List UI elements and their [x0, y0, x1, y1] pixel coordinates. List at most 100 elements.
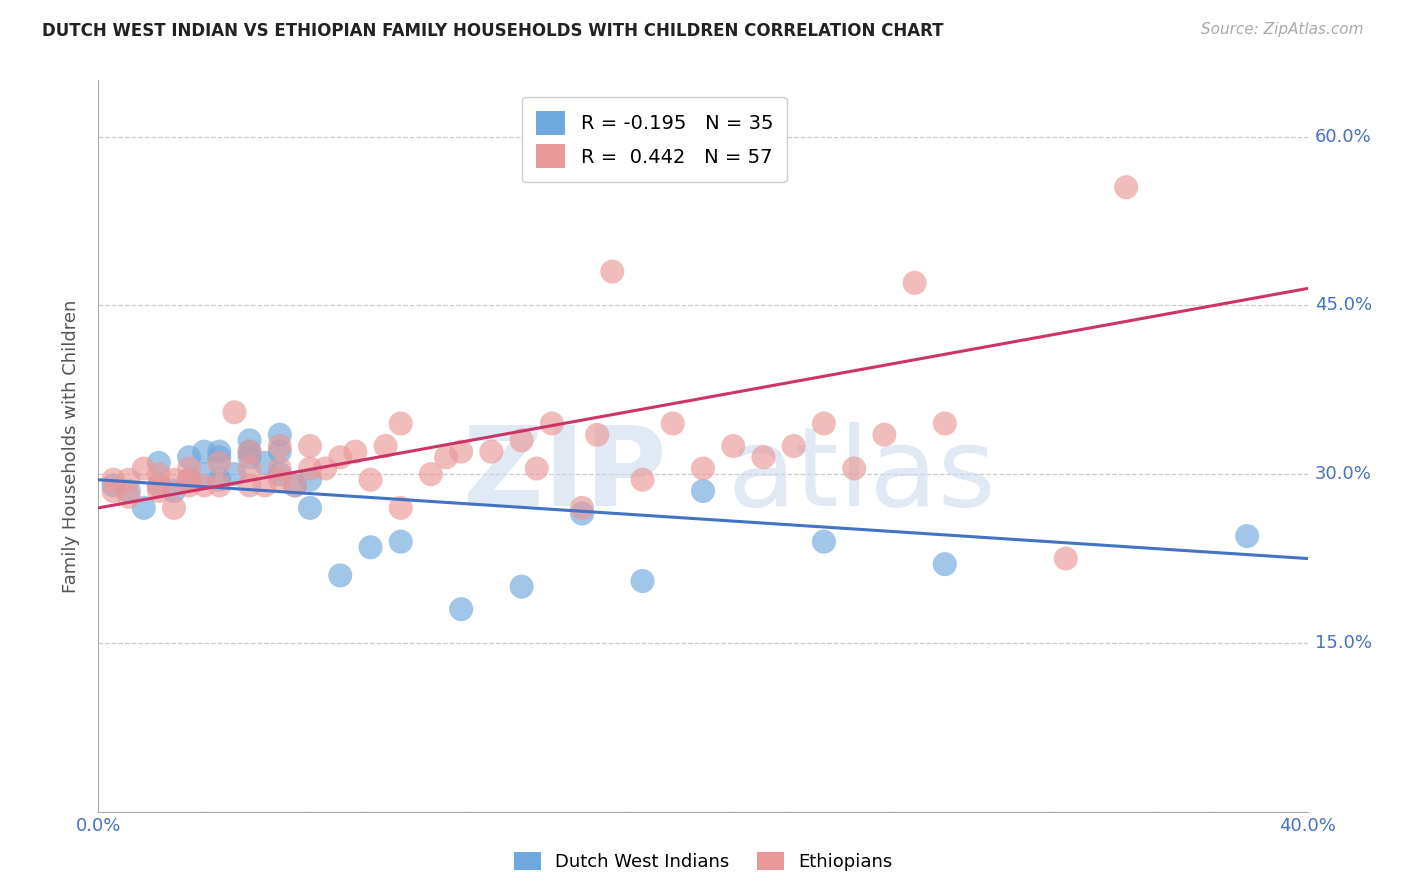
Point: [360, 473, 382, 487]
Point: [1115, 180, 1137, 194]
Point: [103, 478, 125, 492]
Point: [177, 473, 201, 487]
Point: [586, 427, 609, 442]
Point: [208, 456, 231, 470]
Point: [284, 478, 307, 492]
Point: [148, 483, 170, 498]
Point: [208, 444, 231, 458]
Point: [118, 473, 141, 487]
Point: [193, 478, 215, 492]
Point: [873, 427, 896, 442]
Point: [118, 490, 141, 504]
Point: [571, 500, 593, 515]
Point: [269, 427, 291, 442]
Text: 30.0%: 30.0%: [1315, 465, 1371, 483]
Point: [692, 483, 714, 498]
Point: [239, 444, 262, 458]
Point: [103, 473, 125, 487]
Point: [177, 461, 201, 475]
Point: [163, 483, 186, 498]
Point: [299, 500, 322, 515]
Point: [269, 473, 291, 487]
Point: [571, 507, 593, 521]
Point: [344, 444, 367, 458]
Point: [208, 473, 231, 487]
Point: [450, 444, 472, 458]
Point: [904, 276, 927, 290]
Point: [269, 467, 291, 482]
Legend: Dutch West Indians, Ethiopians: Dutch West Indians, Ethiopians: [506, 845, 900, 879]
Point: [934, 557, 956, 571]
Point: [299, 461, 322, 475]
Point: [132, 461, 155, 475]
Point: [631, 574, 654, 588]
Point: [239, 444, 262, 458]
Point: [239, 434, 262, 448]
Legend: R = -0.195   N = 35, R =  0.442   N = 57: R = -0.195 N = 35, R = 0.442 N = 57: [523, 97, 787, 182]
Point: [752, 450, 775, 465]
Point: [208, 450, 231, 465]
Point: [148, 478, 170, 492]
Point: [177, 478, 201, 492]
Point: [284, 478, 307, 492]
Point: [132, 500, 155, 515]
Point: [389, 534, 412, 549]
Point: [299, 439, 322, 453]
Point: [526, 461, 548, 475]
Point: [239, 461, 262, 475]
Point: [661, 417, 683, 431]
Point: [434, 450, 457, 465]
Point: [481, 444, 503, 458]
Point: [692, 461, 714, 475]
Text: Source: ZipAtlas.com: Source: ZipAtlas.com: [1201, 22, 1364, 37]
Text: ZIP: ZIP: [464, 422, 666, 529]
Point: [208, 478, 231, 492]
Point: [540, 417, 562, 431]
Point: [510, 434, 533, 448]
Text: DUTCH WEST INDIAN VS ETHIOPIAN FAMILY HOUSEHOLDS WITH CHILDREN CORRELATION CHART: DUTCH WEST INDIAN VS ETHIOPIAN FAMILY HO…: [42, 22, 943, 40]
Point: [631, 473, 654, 487]
Point: [269, 439, 291, 453]
Point: [148, 467, 170, 482]
Point: [193, 467, 215, 482]
Point: [118, 483, 141, 498]
Point: [510, 580, 533, 594]
Point: [163, 500, 186, 515]
Point: [602, 264, 624, 278]
Point: [239, 450, 262, 465]
Point: [813, 417, 835, 431]
Point: [224, 405, 246, 419]
Point: [148, 456, 170, 470]
Point: [224, 467, 246, 482]
Text: 15.0%: 15.0%: [1315, 634, 1372, 652]
Point: [163, 473, 186, 487]
Point: [253, 456, 276, 470]
Text: 60.0%: 60.0%: [1315, 128, 1371, 145]
Point: [360, 541, 382, 555]
Point: [1054, 551, 1077, 566]
Point: [177, 450, 201, 465]
Point: [193, 444, 215, 458]
Point: [813, 534, 835, 549]
Point: [148, 478, 170, 492]
Point: [299, 473, 322, 487]
Point: [1236, 529, 1258, 543]
Text: atlas: atlas: [727, 422, 995, 529]
Point: [253, 478, 276, 492]
Point: [419, 467, 441, 482]
Point: [329, 450, 352, 465]
Point: [269, 444, 291, 458]
Point: [389, 500, 412, 515]
Y-axis label: Family Households with Children: Family Households with Children: [62, 300, 80, 592]
Point: [450, 602, 472, 616]
Point: [239, 478, 262, 492]
Point: [103, 483, 125, 498]
Point: [177, 473, 201, 487]
Text: 45.0%: 45.0%: [1315, 296, 1372, 314]
Point: [314, 461, 336, 475]
Point: [844, 461, 866, 475]
Point: [934, 417, 956, 431]
Point: [782, 439, 804, 453]
Point: [374, 439, 396, 453]
Point: [329, 568, 352, 582]
